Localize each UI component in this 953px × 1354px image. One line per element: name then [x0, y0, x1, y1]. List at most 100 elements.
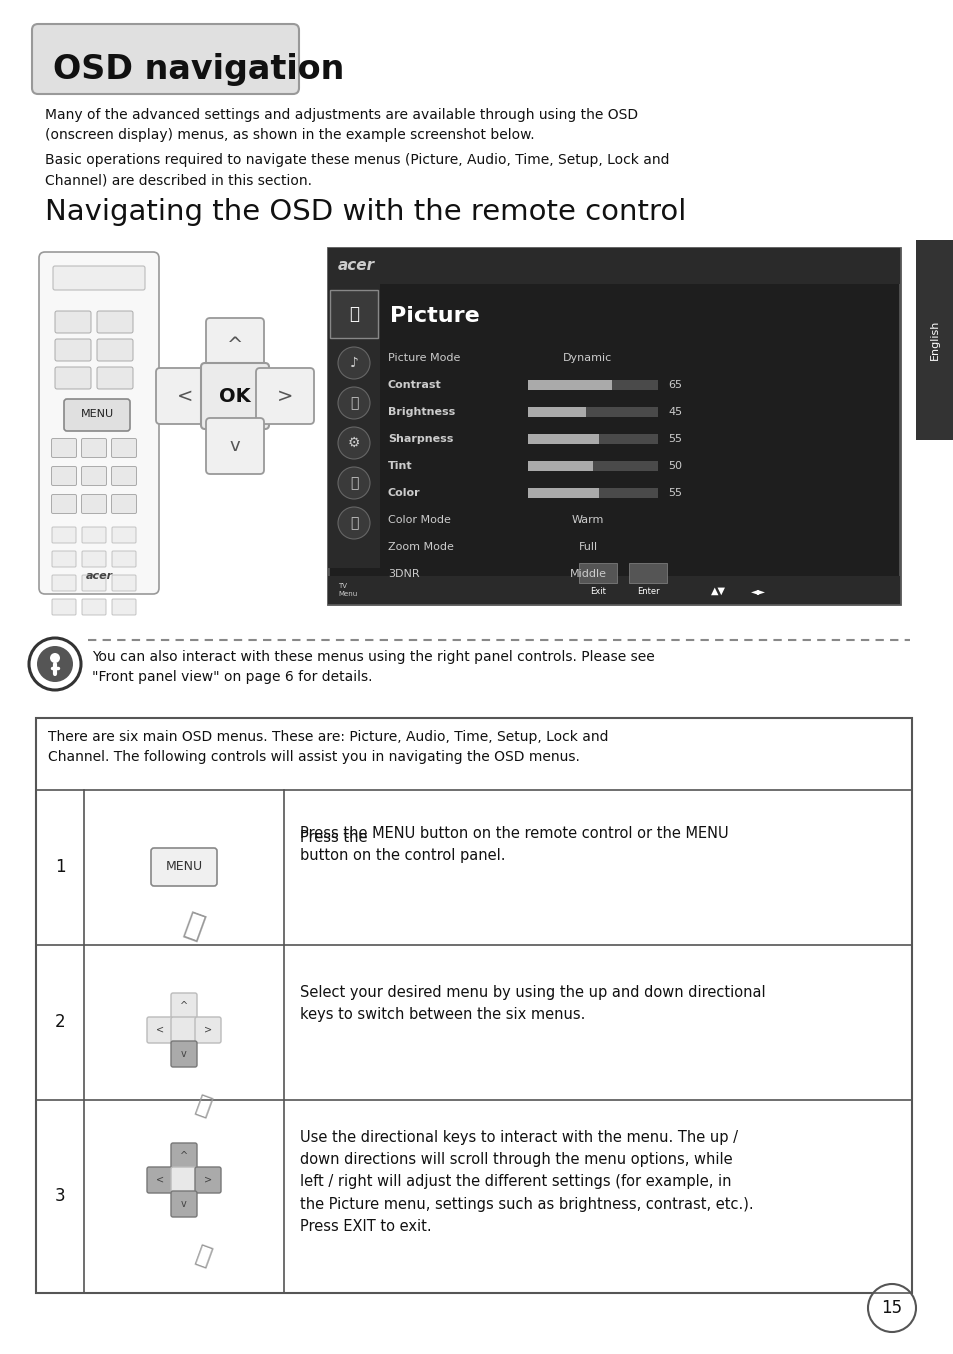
Bar [527, 435, 658, 444]
Circle shape [867, 1284, 915, 1332]
Text: acer: acer [337, 259, 375, 274]
FancyBboxPatch shape [55, 367, 91, 389]
Text: ✋: ✋ [193, 1242, 215, 1270]
Text: MENU: MENU [165, 861, 202, 873]
Text: v: v [181, 1200, 187, 1209]
Text: Exit: Exit [590, 586, 605, 596]
FancyBboxPatch shape [171, 1167, 196, 1193]
Text: ⚙: ⚙ [348, 436, 360, 450]
Text: ◄►: ◄► [750, 586, 764, 596]
Text: ^: ^ [180, 1151, 188, 1160]
FancyBboxPatch shape [330, 290, 377, 338]
FancyBboxPatch shape [52, 575, 76, 590]
Text: Picture Mode: Picture Mode [388, 353, 460, 363]
FancyBboxPatch shape [81, 439, 107, 458]
FancyBboxPatch shape [39, 252, 159, 594]
Text: ▲▼: ▲▼ [710, 586, 724, 596]
FancyBboxPatch shape [112, 575, 136, 590]
FancyBboxPatch shape [112, 527, 136, 543]
Text: Warm: Warm [571, 515, 603, 525]
Text: >: > [204, 1175, 212, 1185]
Text: 📺: 📺 [350, 516, 357, 529]
FancyBboxPatch shape [171, 992, 196, 1020]
Text: Brightness: Brightness [388, 408, 455, 417]
FancyBboxPatch shape [52, 551, 76, 567]
Text: ✋: ✋ [193, 1093, 215, 1120]
Text: Color Mode: Color Mode [388, 515, 451, 525]
Text: Navigating the OSD with the remote control: Navigating the OSD with the remote contr… [45, 198, 685, 226]
FancyBboxPatch shape [206, 318, 264, 374]
FancyBboxPatch shape [112, 598, 136, 615]
Text: Full: Full [578, 542, 597, 552]
Text: English: English [929, 320, 939, 360]
Text: ^: ^ [227, 337, 243, 356]
FancyBboxPatch shape [52, 598, 76, 615]
Bar [36, 718, 911, 1293]
FancyBboxPatch shape [578, 563, 617, 584]
Text: 55: 55 [667, 487, 681, 498]
Circle shape [337, 467, 370, 500]
Circle shape [37, 646, 73, 682]
FancyBboxPatch shape [81, 467, 107, 486]
FancyBboxPatch shape [53, 265, 145, 290]
Text: Basic operations required to navigate these menus (Picture, Audio, Time, Setup, : Basic operations required to navigate th… [45, 153, 669, 187]
FancyBboxPatch shape [51, 439, 76, 458]
Text: Contrast: Contrast [388, 380, 441, 390]
Bar [527, 460, 658, 471]
Text: <: < [155, 1025, 164, 1034]
FancyBboxPatch shape [112, 551, 136, 567]
Text: 55: 55 [667, 435, 681, 444]
Text: There are six main OSD menus. These are: Picture, Audio, Time, Setup, Lock and
C: There are six main OSD menus. These are:… [48, 730, 608, 764]
Circle shape [29, 638, 81, 691]
FancyBboxPatch shape [52, 527, 76, 543]
Bar [527, 487, 598, 498]
Text: Many of the advanced settings and adjustments are available through using the OS: Many of the advanced settings and adjust… [45, 108, 638, 142]
Bar [328, 575, 899, 604]
Text: Zoom Mode: Zoom Mode [388, 542, 454, 552]
Bar [915, 240, 953, 440]
FancyBboxPatch shape [147, 1167, 172, 1193]
FancyBboxPatch shape [255, 368, 314, 424]
Bar [328, 248, 899, 284]
FancyBboxPatch shape [171, 1041, 196, 1067]
Bar [527, 435, 598, 444]
Text: ^: ^ [180, 1001, 188, 1011]
Text: v: v [230, 437, 240, 455]
Text: Middle: Middle [569, 569, 606, 580]
FancyBboxPatch shape [201, 363, 269, 429]
FancyBboxPatch shape [51, 494, 76, 513]
Text: 45: 45 [667, 408, 681, 417]
Text: 🏔: 🏔 [349, 305, 358, 324]
FancyBboxPatch shape [64, 399, 130, 431]
Circle shape [337, 427, 370, 459]
Text: >: > [204, 1025, 212, 1034]
Text: 50: 50 [667, 460, 681, 471]
Text: v: v [181, 1049, 187, 1059]
FancyBboxPatch shape [82, 551, 106, 567]
Text: 3DNR: 3DNR [388, 569, 419, 580]
FancyBboxPatch shape [112, 467, 136, 486]
Text: You can also interact with these menus using the right panel controls. Please se: You can also interact with these menus u… [91, 650, 654, 684]
Text: ✋: ✋ [180, 910, 208, 944]
Text: 2: 2 [54, 1013, 65, 1030]
FancyBboxPatch shape [206, 418, 264, 474]
FancyBboxPatch shape [171, 1017, 196, 1043]
FancyBboxPatch shape [55, 338, 91, 362]
Text: Use the directional keys to interact with the menu. The up /
down directions wil: Use the directional keys to interact wit… [299, 1131, 753, 1233]
FancyBboxPatch shape [194, 1017, 221, 1043]
Circle shape [337, 387, 370, 418]
Text: 🔒: 🔒 [350, 477, 357, 490]
FancyBboxPatch shape [32, 24, 298, 93]
FancyBboxPatch shape [171, 1143, 196, 1169]
FancyBboxPatch shape [147, 1017, 172, 1043]
FancyBboxPatch shape [97, 367, 132, 389]
FancyBboxPatch shape [82, 598, 106, 615]
Text: OK: OK [219, 386, 251, 405]
Bar [527, 408, 658, 417]
Bar [527, 380, 658, 390]
FancyBboxPatch shape [171, 1192, 196, 1217]
FancyBboxPatch shape [97, 311, 132, 333]
Text: Select your desired menu by using the up and down directional
keys to switch bet: Select your desired menu by using the up… [299, 984, 765, 1022]
Text: Tint: Tint [388, 460, 413, 471]
Text: >: > [276, 386, 293, 405]
